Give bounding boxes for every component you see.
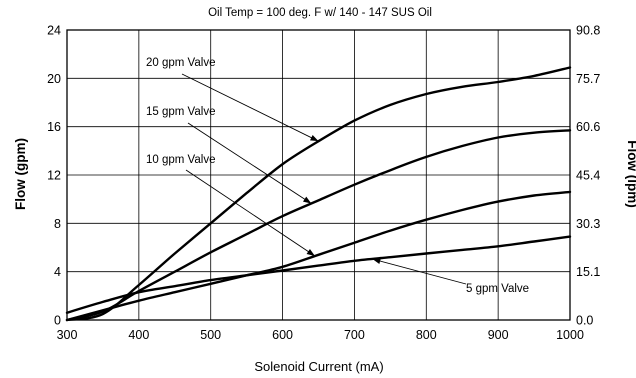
y-axis-left: 0 4 8 12 16 20 24 [47,24,61,328]
y2-tick-label: 75.7 [576,72,600,86]
y-axis-right: 0.0 15.1 30.3 45.4 60.6 75.7 90.8 [576,24,600,328]
series-line-4 [65,235,572,314]
y-tick-label: 16 [47,120,61,134]
x-tick-label: 400 [128,328,149,342]
x-axis: 300 400 500 600 700 800 900 1000 [57,328,584,342]
chart-title: Oil Temp = 100 deg. F w/ 140 - 147 SUS O… [208,7,432,19]
x-tick-label: 500 [200,328,221,342]
y2-tick-label: 90.8 [576,24,600,38]
y2-tick-label: 45.4 [576,169,600,183]
series-line-3 [65,190,572,322]
x-tick-label: 900 [488,328,509,342]
annotation-leader [185,169,316,257]
annotation-label: 5 gpm Valve [466,283,529,295]
x-tick-label: 1000 [556,328,584,342]
x-tick-label: 600 [272,328,293,342]
series-line-2 [65,129,572,322]
y2-axis-title: Flow (lpm) [625,140,636,208]
y2-tick-label: 60.6 [576,120,600,134]
annotation-label: 10 gpm Valve [146,154,215,166]
series-line-1 [65,66,572,322]
y-tick-label: 0 [54,314,61,328]
annotation-arrowhead [306,249,315,256]
x-tick-label: 300 [57,328,78,342]
annotation-arrowhead [309,134,319,142]
y2-tick-label: 30.3 [576,217,600,231]
x-tick-label: 700 [344,328,365,342]
y-tick-label: 24 [47,24,61,38]
annotation-leader [181,73,319,142]
annotation-arrowhead [372,258,381,264]
y2-tick-label: 0.0 [576,314,593,328]
y2-tick-label: 15.1 [576,265,600,279]
y-axis-title: Flow (gpm) [13,138,28,210]
grid [66,29,571,321]
annotation-label: 20 gpm Valve [146,57,215,69]
y-tick-label: 8 [54,217,61,231]
plot-frame [66,29,571,321]
annotation-leader [187,122,312,204]
annotations: 20 gpm Valve 15 gpm Valve 10 gpm Valve 5 gp… [146,57,529,295]
y-tick-label: 4 [54,265,61,279]
y-tick-label: 20 [47,72,61,86]
annotation-label: 15 gpm Valve [146,106,215,118]
data-lines [65,66,572,322]
annotation-arrowhead [302,196,312,204]
x-tick-label: 800 [416,328,437,342]
annotation-leader [372,258,467,285]
x-axis-title: Solenoid Current (mA) [254,359,383,374]
y-tick-label: 12 [47,169,61,183]
